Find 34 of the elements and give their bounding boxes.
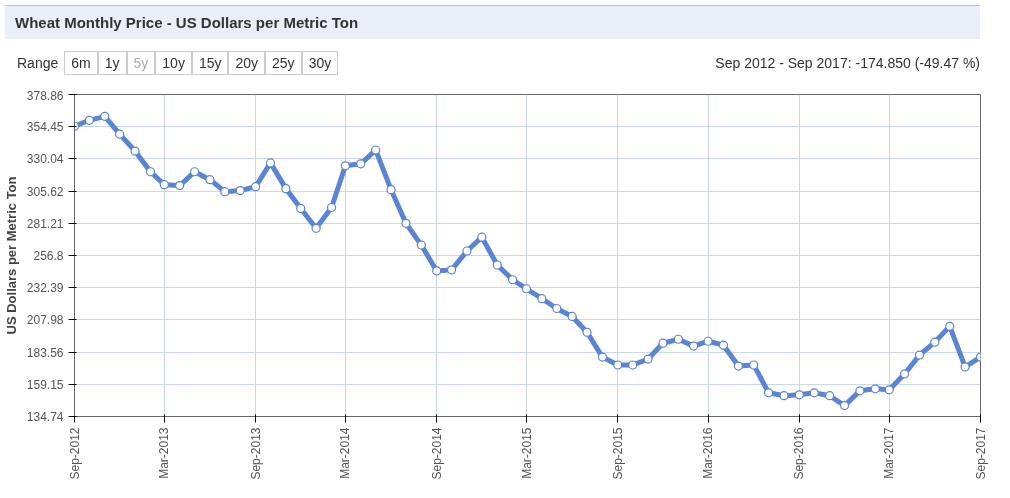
- y-tick-label: 159.15: [26, 377, 64, 392]
- y-tick-label: 232.39: [26, 281, 64, 296]
- y-axis-title: US Dollars per Metric Ton: [3, 176, 19, 335]
- x-tick-label: Mar-2015: [519, 427, 534, 479]
- x-tick-label: Mar-2016: [701, 427, 716, 479]
- x-tick-label: Sep-2015: [610, 427, 625, 480]
- text: 5y: [126, 51, 156, 75]
- x-tick-label: Sep-2012: [67, 427, 82, 480]
- y-tick-label: 305.62: [26, 184, 64, 199]
- y-tick-label: 378.86: [26, 88, 64, 103]
- text: 6m: [64, 51, 98, 75]
- x-tick-label: Mar-2013: [157, 427, 172, 479]
- y-tick-label: 281.21: [26, 216, 64, 231]
- y-tick-label: 183.56: [26, 345, 64, 360]
- text: Sep 2012 - Sep 2017: -174.850 (-49.47 %): [715, 55, 980, 71]
- y-tick-label: 354.45: [26, 120, 64, 135]
- text: 30y: [301, 51, 339, 75]
- y-tick-label: 207.98: [26, 313, 64, 328]
- chart-title: Wheat Monthly Price - US Dollars per Metric Ton: [5, 5, 980, 39]
- text: 10y: [155, 51, 192, 75]
- text: 25y: [265, 51, 302, 75]
- x-tick-label: Mar-2014: [338, 427, 353, 479]
- y-tick-label: 134.74: [26, 410, 64, 424]
- y-tick-label: 330.04: [26, 152, 64, 167]
- x-tick-label: Sep-2017: [973, 427, 988, 480]
- x-tick-label: Sep-2013: [248, 427, 263, 480]
- x-tick-label: Mar-2017: [882, 427, 897, 479]
- text: 15y: [191, 51, 229, 75]
- x-tick-label: Sep-2016: [792, 427, 807, 480]
- y-tick-label: 256.8: [33, 249, 64, 263]
- x-tick-label: Sep-2014: [429, 427, 444, 480]
- text: 1y: [97, 51, 127, 75]
- text: Range: [17, 55, 59, 71]
- text: 20y: [228, 51, 266, 75]
